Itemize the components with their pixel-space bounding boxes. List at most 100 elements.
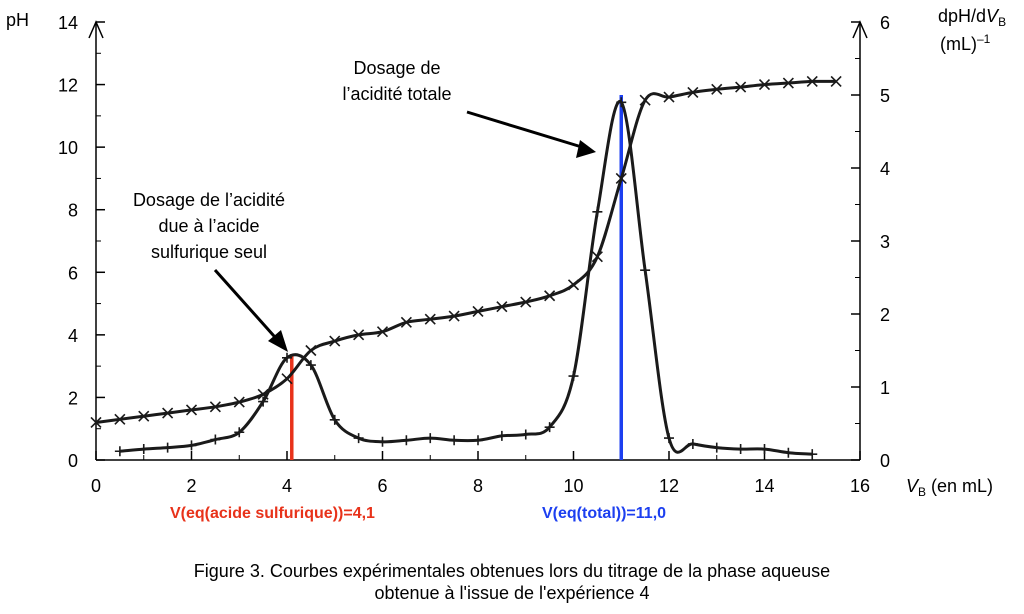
right-y-axis-ticks: 0 1 2 3 4 5 6 xyxy=(851,13,890,471)
annotation-sulfuric-arrow xyxy=(213,269,284,346)
eq-label-total: V(eq(total))=11,0 xyxy=(542,505,666,522)
derivative-data-point xyxy=(234,427,245,438)
derivative-data-point xyxy=(640,265,651,276)
annotation-sulfuric-line3: sulfurique seul xyxy=(151,242,267,262)
ph-data-point xyxy=(162,407,174,419)
ph-data-point xyxy=(806,75,818,88)
x-tick-label: 0 xyxy=(91,476,101,496)
derivative-data-point xyxy=(162,442,173,453)
derivative-data-point xyxy=(329,414,340,425)
derivative-data-point xyxy=(114,446,125,457)
annotation-sulfuric-line1: Dosage de l’acidité xyxy=(133,190,285,210)
axes xyxy=(88,20,868,461)
ph-data-point xyxy=(424,313,436,325)
derivative-data-point xyxy=(544,422,555,433)
right-y-tick-label: 2 xyxy=(880,305,890,325)
ph-data-point xyxy=(496,301,508,313)
derivative-data-point xyxy=(711,442,722,453)
equivalence-lines xyxy=(290,95,623,460)
right-y-tick-label: 4 xyxy=(880,159,890,179)
x-tick-label: 14 xyxy=(754,476,774,496)
x-tick-label: 12 xyxy=(659,476,679,496)
ph-data-point xyxy=(233,396,245,408)
figure-caption: Figure 3. Courbes expérimentales obtenue… xyxy=(0,560,1024,604)
derivative-data-point xyxy=(664,433,674,444)
left-y-axis-title: pH xyxy=(6,10,29,30)
ph-data-point xyxy=(329,335,341,347)
ph-data-point xyxy=(281,373,293,385)
ph-data-point xyxy=(663,91,675,103)
derivative-data-point xyxy=(401,435,412,446)
derivative-data-point xyxy=(138,444,149,455)
ph-data-point xyxy=(472,305,484,317)
curves xyxy=(90,75,842,460)
right-y-axis-title-line2: (mL)–1 xyxy=(940,32,991,54)
ph-data-point xyxy=(376,326,389,338)
ph-data-point xyxy=(114,413,126,425)
ph-data-point xyxy=(209,401,221,413)
derivative-data-point xyxy=(616,97,627,108)
right-y-axis-title-line1: dpH/dVB xyxy=(938,6,1006,29)
ph-data-point xyxy=(615,172,627,184)
ph-data-point xyxy=(591,251,603,263)
ph-data-point xyxy=(830,75,842,88)
derivative-data-point xyxy=(210,434,221,445)
ph-data-point xyxy=(567,279,580,291)
left-y-axis-ticks: 0 2 4 6 8 10 12 14 xyxy=(58,13,105,471)
annotation-total-arrowhead xyxy=(576,140,596,158)
derivative-data-point xyxy=(592,206,603,217)
derivative-data-point xyxy=(353,433,364,444)
derivative-data-point xyxy=(282,352,292,363)
annotation-sulfuric-arrowhead xyxy=(268,330,288,352)
ph-data-point xyxy=(185,404,198,416)
ph-curve-line xyxy=(95,79,837,424)
derivative-data-point xyxy=(449,435,460,446)
annotation-total-line2: l’acidité totale xyxy=(342,84,451,104)
derivative-data-point xyxy=(377,436,388,447)
x-tick-label: 16 xyxy=(850,476,870,496)
ph-data-point xyxy=(448,310,460,322)
ph-data-point xyxy=(782,77,794,89)
annotation-total-line1: Dosage de xyxy=(353,58,440,78)
derivative-data-point xyxy=(258,396,269,407)
left-y-tick-label: 12 xyxy=(58,76,78,96)
x-tick-label: 6 xyxy=(377,476,387,496)
derivative-data-point xyxy=(735,444,746,455)
ph-data-point xyxy=(735,81,747,93)
right-y-tick-label: 0 xyxy=(880,451,890,471)
x-axis-ticks: 0 2 4 6 8 10 12 14 16 xyxy=(91,451,870,496)
derivative-data-point xyxy=(496,430,507,441)
x-tick-label: 2 xyxy=(186,476,196,496)
derivative-data-point xyxy=(807,449,818,460)
ph-data-point xyxy=(90,416,102,429)
left-y-tick-label: 4 xyxy=(68,326,78,346)
ph-data-point xyxy=(544,290,556,302)
derivative-data-point xyxy=(687,438,698,449)
annotation-sulfuric: Dosage de l’acidité due à l’acide sulfur… xyxy=(133,190,288,352)
ph-data-point xyxy=(687,86,699,98)
left-y-tick-label: 14 xyxy=(58,13,78,33)
right-y-tick-label: 1 xyxy=(880,378,890,398)
eq-label-sulfuric: V(eq(acide sulfurique))=4,1 xyxy=(170,505,375,522)
derivative-data-point xyxy=(186,440,197,451)
left-y-tick-label: 6 xyxy=(68,263,78,283)
annotation-total: Dosage de l’acidité totale xyxy=(342,58,596,158)
ph-data-point xyxy=(400,316,412,328)
x-tick-label: 8 xyxy=(473,476,483,496)
series-ph xyxy=(90,75,842,429)
caption-line1: Figure 3. Courbes expérimentales obtenue… xyxy=(193,561,831,581)
ph-data-point xyxy=(353,329,365,341)
derivative-data-point xyxy=(568,371,579,382)
annotation-total-arrow xyxy=(466,110,586,150)
derivative-data-point xyxy=(759,444,770,455)
ph-data-point xyxy=(639,94,651,106)
derivative-data-point xyxy=(305,360,316,371)
ph-data-point xyxy=(520,296,532,308)
caption-line2: obtenue à l'issue de l'expérience 4 xyxy=(374,583,650,603)
left-y-tick-label: 0 xyxy=(68,451,78,471)
ph-data-point xyxy=(305,344,317,357)
x-tick-label: 4 xyxy=(282,476,292,496)
ph-data-point xyxy=(758,79,771,91)
derivative-data-point xyxy=(425,433,436,444)
